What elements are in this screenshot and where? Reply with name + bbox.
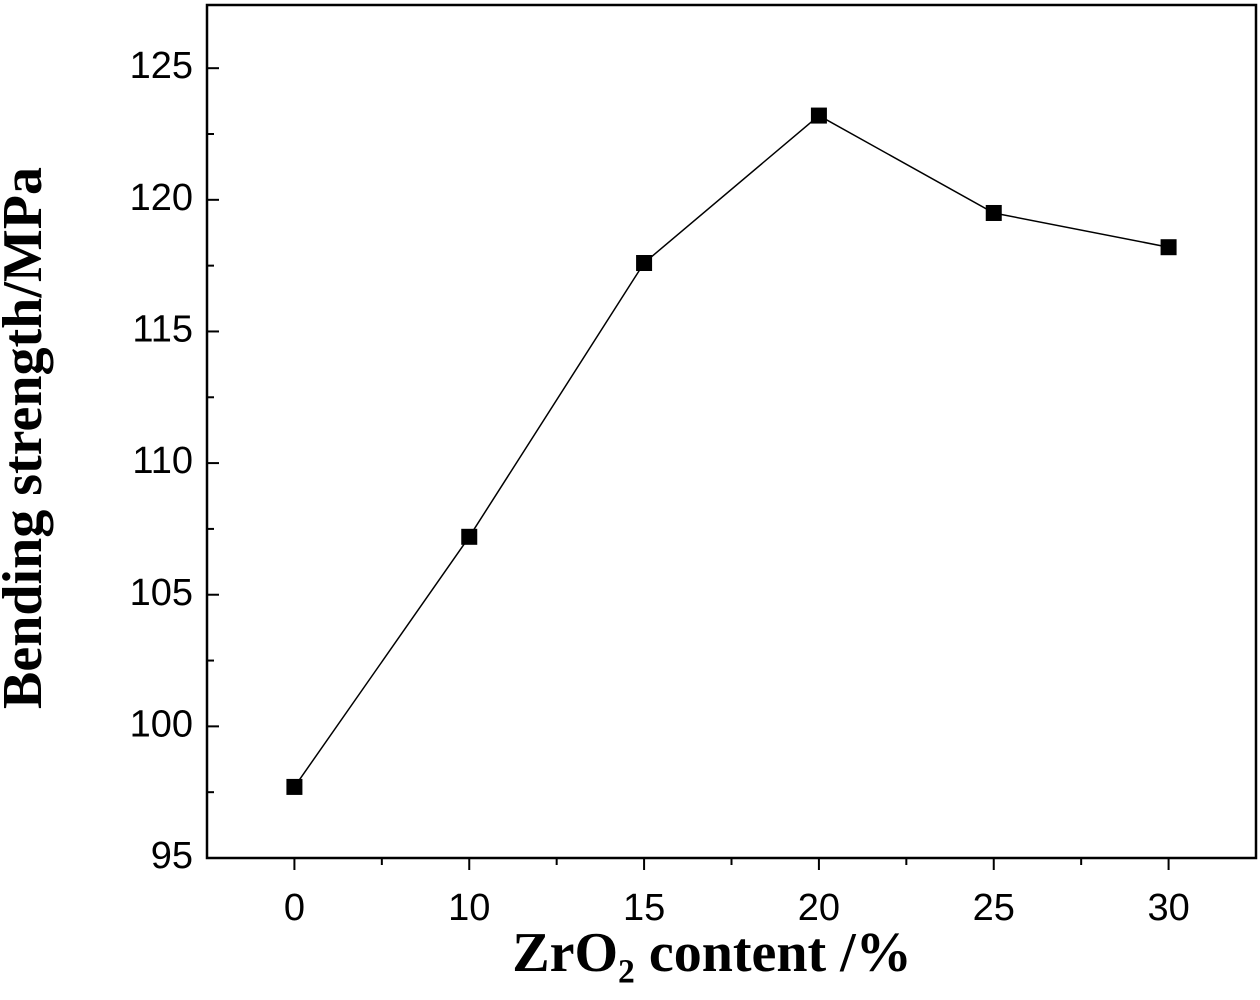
- data-marker: [810, 107, 827, 124]
- y-tick-label: 125: [130, 45, 193, 87]
- x-tick-label: 25: [973, 887, 1015, 929]
- data-marker: [985, 204, 1002, 221]
- data-marker: [1160, 239, 1177, 256]
- y-tick-label: 120: [130, 177, 193, 219]
- plot-frame: [205, 3, 1258, 860]
- y-tick-label: 105: [130, 572, 193, 614]
- data-marker: [636, 255, 653, 272]
- x-tick-label: 0: [284, 887, 305, 929]
- y-tick-label: 110: [132, 440, 193, 482]
- data-line: [293, 114, 1169, 788]
- x-tick-label: 10: [448, 887, 490, 929]
- x-tick-label: 20: [798, 887, 840, 929]
- y-axis-title: Bending strength/MPa: [0, 167, 54, 709]
- x-tick-label: 15: [623, 887, 665, 929]
- y-tick-label: 115: [132, 308, 193, 350]
- y-tick-label: 95: [151, 835, 193, 877]
- data-marker: [286, 778, 303, 795]
- x-axis-title: ZrO₂ content /%: [512, 922, 911, 984]
- data-marker: [461, 528, 478, 545]
- y-tick-label: 100: [130, 703, 193, 745]
- x-tick-label: 30: [1147, 887, 1189, 929]
